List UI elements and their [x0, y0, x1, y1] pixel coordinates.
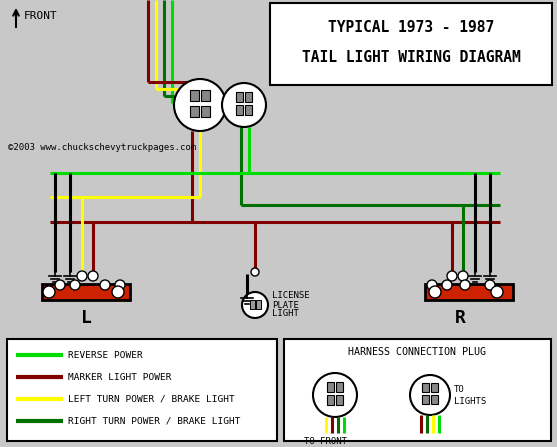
FancyBboxPatch shape — [236, 92, 243, 102]
Circle shape — [427, 280, 437, 290]
FancyBboxPatch shape — [425, 284, 513, 300]
FancyBboxPatch shape — [201, 105, 210, 117]
FancyBboxPatch shape — [245, 105, 252, 115]
Circle shape — [77, 271, 87, 281]
Circle shape — [115, 280, 125, 290]
Text: MARKER LIGHT POWER: MARKER LIGHT POWER — [68, 372, 172, 381]
FancyBboxPatch shape — [422, 383, 429, 392]
Text: HARNESS CONNECTION PLUG: HARNESS CONNECTION PLUG — [349, 347, 486, 357]
FancyBboxPatch shape — [336, 382, 344, 392]
Text: FRONT: FRONT — [24, 11, 58, 21]
Circle shape — [70, 280, 80, 290]
Circle shape — [88, 271, 98, 281]
Circle shape — [100, 280, 110, 290]
FancyBboxPatch shape — [245, 92, 252, 102]
Circle shape — [458, 271, 468, 281]
Text: ©2003 www.chuckschevytruckpages.com: ©2003 www.chuckschevytruckpages.com — [8, 143, 196, 152]
Text: PLATE: PLATE — [272, 300, 299, 309]
Circle shape — [112, 286, 124, 298]
Circle shape — [447, 271, 457, 281]
Circle shape — [410, 375, 450, 415]
Text: R: R — [455, 309, 466, 327]
Circle shape — [313, 373, 357, 417]
Circle shape — [222, 83, 266, 127]
FancyBboxPatch shape — [250, 300, 255, 309]
FancyBboxPatch shape — [326, 382, 334, 392]
FancyBboxPatch shape — [270, 3, 552, 85]
Text: LIGHTS: LIGHTS — [454, 396, 486, 405]
Text: LICENSE: LICENSE — [272, 291, 310, 300]
Text: TO: TO — [454, 384, 465, 393]
Text: TO FRONT: TO FRONT — [304, 437, 346, 446]
Text: RIGHT TURN POWER / BRAKE LIGHT: RIGHT TURN POWER / BRAKE LIGHT — [68, 417, 241, 426]
FancyBboxPatch shape — [201, 90, 210, 101]
FancyBboxPatch shape — [431, 396, 438, 405]
Text: REVERSE POWER: REVERSE POWER — [68, 350, 143, 359]
FancyBboxPatch shape — [326, 396, 334, 405]
Text: TAIL LIGHT WIRING DIAGRAM: TAIL LIGHT WIRING DIAGRAM — [302, 51, 520, 66]
Circle shape — [429, 286, 441, 298]
Circle shape — [242, 292, 268, 318]
FancyBboxPatch shape — [431, 383, 438, 392]
FancyBboxPatch shape — [284, 339, 551, 441]
Circle shape — [460, 280, 470, 290]
FancyBboxPatch shape — [236, 105, 243, 115]
Circle shape — [442, 280, 452, 290]
Circle shape — [55, 280, 65, 290]
Circle shape — [174, 79, 226, 131]
FancyBboxPatch shape — [7, 339, 277, 441]
Text: L: L — [81, 309, 91, 327]
Circle shape — [485, 280, 495, 290]
Circle shape — [251, 268, 259, 276]
Text: LIGHT: LIGHT — [272, 309, 299, 319]
FancyBboxPatch shape — [42, 284, 130, 300]
FancyBboxPatch shape — [256, 300, 261, 309]
Circle shape — [43, 286, 55, 298]
FancyBboxPatch shape — [422, 396, 429, 405]
Text: LEFT TURN POWER / BRAKE LIGHT: LEFT TURN POWER / BRAKE LIGHT — [68, 395, 234, 404]
FancyBboxPatch shape — [336, 396, 344, 405]
FancyBboxPatch shape — [190, 105, 199, 117]
Text: TYPICAL 1973 - 1987: TYPICAL 1973 - 1987 — [328, 21, 494, 35]
FancyBboxPatch shape — [190, 90, 199, 101]
Circle shape — [491, 286, 503, 298]
